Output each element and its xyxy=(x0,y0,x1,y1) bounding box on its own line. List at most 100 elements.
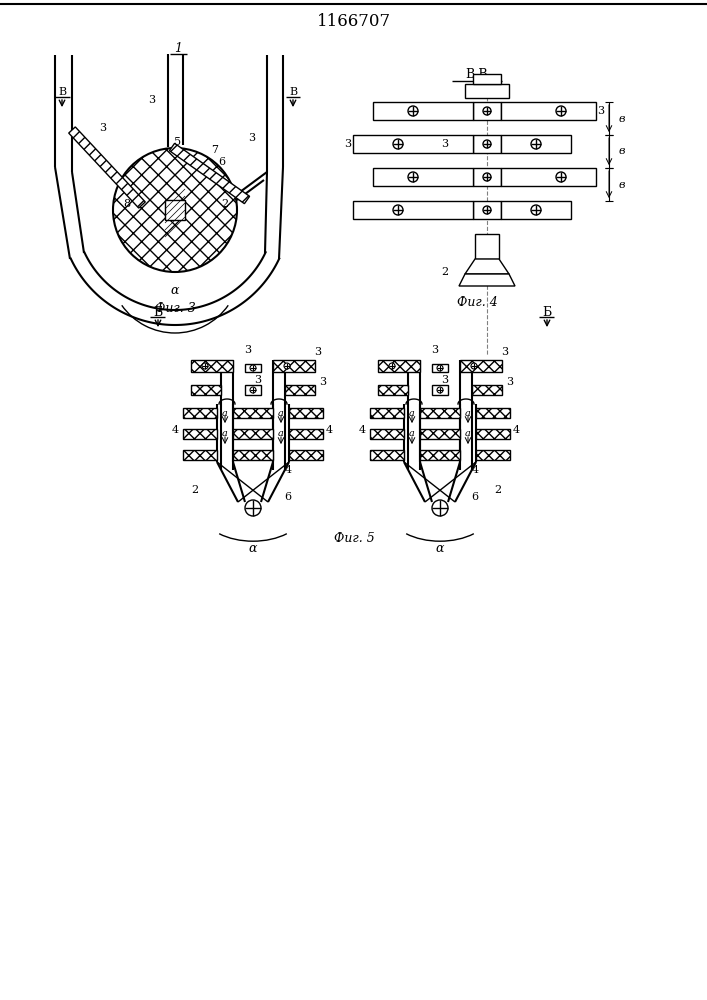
Bar xyxy=(501,201,571,219)
Text: 4: 4 xyxy=(358,425,366,435)
Text: 3: 3 xyxy=(100,123,107,133)
Bar xyxy=(373,102,473,120)
Text: 3: 3 xyxy=(248,133,255,143)
Bar xyxy=(473,201,501,219)
Text: а: а xyxy=(465,430,471,438)
Bar xyxy=(473,168,501,186)
Text: 2: 2 xyxy=(494,485,501,495)
Bar xyxy=(370,408,404,418)
Text: 2: 2 xyxy=(221,199,228,209)
Text: а: а xyxy=(409,430,415,438)
Text: 2: 2 xyxy=(441,267,448,277)
Text: 3: 3 xyxy=(441,375,448,385)
Text: 1166707: 1166707 xyxy=(317,13,391,30)
Text: Б: Б xyxy=(153,306,163,318)
Text: 3: 3 xyxy=(395,139,402,149)
Bar xyxy=(420,450,460,460)
Circle shape xyxy=(245,500,261,516)
Bar xyxy=(373,168,473,186)
Bar xyxy=(378,360,420,372)
Bar xyxy=(353,135,473,153)
Text: 4: 4 xyxy=(284,465,291,475)
Text: в: в xyxy=(619,180,625,190)
Bar xyxy=(183,429,217,439)
Circle shape xyxy=(284,363,290,369)
Text: Фиг. 3: Фиг. 3 xyxy=(155,302,195,314)
Bar xyxy=(420,429,460,439)
Bar xyxy=(465,84,509,98)
Bar xyxy=(273,360,315,372)
Circle shape xyxy=(471,363,477,369)
Text: 3: 3 xyxy=(245,345,252,355)
Bar xyxy=(432,364,448,372)
Bar xyxy=(420,408,460,418)
Text: 4: 4 xyxy=(325,425,332,435)
Text: 6: 6 xyxy=(218,157,226,167)
Circle shape xyxy=(483,206,491,214)
Text: 3: 3 xyxy=(344,139,351,149)
Circle shape xyxy=(531,205,541,215)
Bar xyxy=(289,408,323,418)
Bar xyxy=(432,385,448,395)
Circle shape xyxy=(556,106,566,116)
Polygon shape xyxy=(465,259,509,274)
Bar xyxy=(370,429,404,439)
Text: 3: 3 xyxy=(506,377,513,387)
Bar xyxy=(501,168,596,186)
Circle shape xyxy=(408,106,418,116)
Text: В-В: В-В xyxy=(466,68,489,82)
Text: 6: 6 xyxy=(284,492,291,502)
Text: а: а xyxy=(409,408,415,418)
Bar xyxy=(472,385,502,395)
Circle shape xyxy=(250,387,256,393)
Polygon shape xyxy=(170,143,250,204)
Text: α: α xyxy=(436,542,444,556)
Circle shape xyxy=(483,107,491,115)
Text: 2: 2 xyxy=(192,485,199,495)
Text: 8: 8 xyxy=(124,199,131,209)
Bar xyxy=(476,429,510,439)
Text: В: В xyxy=(58,87,66,97)
Text: α: α xyxy=(171,284,180,296)
Text: в: в xyxy=(619,146,625,156)
Text: 4: 4 xyxy=(171,425,179,435)
Bar xyxy=(289,450,323,460)
Text: α: α xyxy=(249,542,257,556)
Text: 4: 4 xyxy=(513,425,520,435)
Text: 3: 3 xyxy=(255,375,262,385)
Text: Фиг. 5: Фиг. 5 xyxy=(334,532,375,544)
Circle shape xyxy=(389,363,395,369)
Text: 3: 3 xyxy=(320,377,327,387)
Circle shape xyxy=(202,363,208,369)
Circle shape xyxy=(432,500,448,516)
Bar xyxy=(233,429,273,439)
Bar xyxy=(378,385,408,395)
Text: Б: Б xyxy=(542,306,551,318)
Bar xyxy=(183,408,217,418)
Text: 3: 3 xyxy=(315,347,322,357)
Bar xyxy=(476,450,510,460)
Text: 7: 7 xyxy=(211,145,218,155)
Polygon shape xyxy=(459,274,515,286)
Circle shape xyxy=(556,172,566,182)
Bar xyxy=(233,408,273,418)
Bar xyxy=(165,200,185,220)
Circle shape xyxy=(113,148,237,272)
Bar xyxy=(475,234,499,259)
Text: 5: 5 xyxy=(175,137,182,147)
Text: а: а xyxy=(278,408,284,418)
Circle shape xyxy=(483,140,491,148)
Text: 3: 3 xyxy=(441,139,448,149)
Text: 3: 3 xyxy=(501,347,508,357)
Text: а: а xyxy=(465,408,471,418)
Text: Фиг. 4: Фиг. 4 xyxy=(457,296,498,308)
Text: 3: 3 xyxy=(597,106,604,116)
Bar xyxy=(473,74,501,84)
Text: 3: 3 xyxy=(148,95,156,105)
Bar xyxy=(370,450,404,460)
Circle shape xyxy=(483,173,491,181)
Circle shape xyxy=(437,365,443,371)
Bar xyxy=(191,360,233,372)
Bar xyxy=(183,450,217,460)
Bar xyxy=(473,102,501,120)
